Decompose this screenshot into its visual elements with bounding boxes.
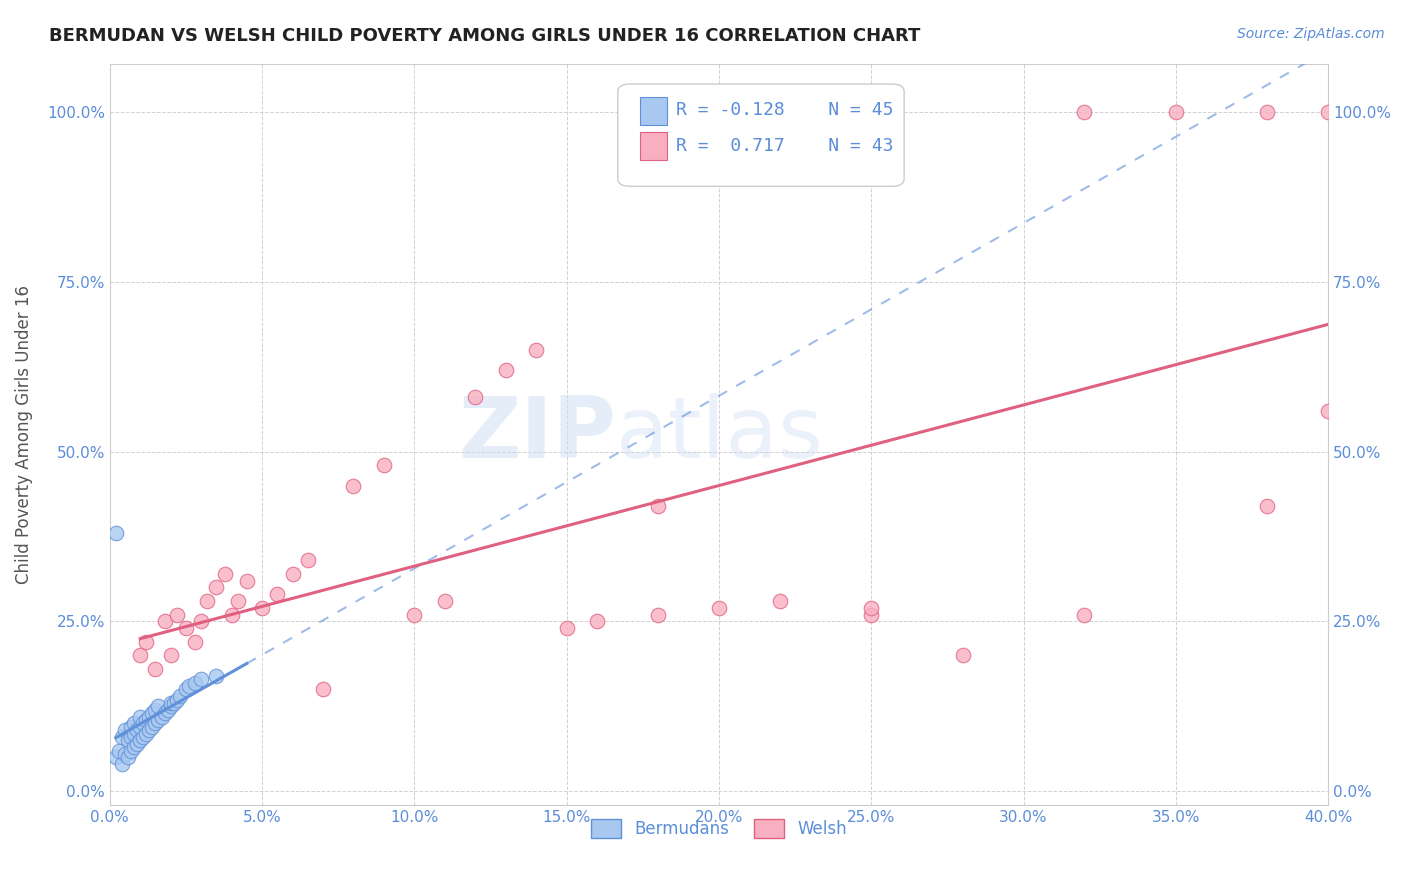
Point <box>114 723 136 738</box>
Point <box>169 690 191 704</box>
Point <box>266 587 288 601</box>
Point <box>135 713 157 727</box>
Point <box>205 581 228 595</box>
Point <box>1317 403 1340 417</box>
Point <box>205 669 228 683</box>
Point <box>141 720 163 734</box>
Point <box>1073 104 1095 119</box>
FancyBboxPatch shape <box>617 84 904 186</box>
Point <box>952 648 974 663</box>
Point <box>195 594 218 608</box>
Point <box>122 716 145 731</box>
Point <box>769 594 792 608</box>
Point <box>250 600 273 615</box>
Point <box>1073 607 1095 622</box>
Point <box>145 703 167 717</box>
Point <box>1256 499 1278 513</box>
Point <box>214 566 236 581</box>
Point <box>860 607 883 622</box>
Point <box>647 607 669 622</box>
Point <box>132 730 155 744</box>
Point <box>120 720 142 734</box>
Point <box>312 682 335 697</box>
Point <box>108 744 131 758</box>
Point <box>138 723 160 738</box>
Point <box>433 594 456 608</box>
Point <box>104 526 127 541</box>
Point <box>145 662 167 676</box>
Point <box>166 692 188 706</box>
Point <box>184 675 207 690</box>
Point <box>135 726 157 740</box>
Bar <box>640 132 666 161</box>
Point <box>1317 104 1340 119</box>
Point <box>127 723 149 738</box>
Point <box>221 607 243 622</box>
Point <box>138 709 160 723</box>
Point <box>117 733 139 747</box>
Point <box>148 699 170 714</box>
Point <box>1256 104 1278 119</box>
Point <box>122 726 145 740</box>
Point <box>129 648 152 663</box>
Point <box>153 615 176 629</box>
Point <box>127 737 149 751</box>
Point <box>524 343 547 357</box>
Point <box>129 709 152 723</box>
Point <box>174 682 197 697</box>
Point <box>297 553 319 567</box>
Point <box>159 699 181 714</box>
Point <box>860 600 883 615</box>
Point <box>104 750 127 764</box>
Point <box>586 615 609 629</box>
Point <box>495 363 517 377</box>
Text: R = -0.128    N = 45: R = -0.128 N = 45 <box>676 101 894 119</box>
Point <box>129 720 152 734</box>
Legend: Bermudans, Welsh: Bermudans, Welsh <box>585 813 853 845</box>
Y-axis label: Child Poverty Among Girls Under 16: Child Poverty Among Girls Under 16 <box>15 285 32 584</box>
Point <box>150 709 173 723</box>
Point <box>184 635 207 649</box>
Point <box>114 747 136 761</box>
Point <box>159 696 181 710</box>
Point <box>281 566 304 581</box>
Point <box>122 740 145 755</box>
Point <box>342 478 364 492</box>
Point <box>120 730 142 744</box>
Bar <box>640 96 666 125</box>
Point <box>174 621 197 635</box>
Point <box>111 757 134 772</box>
Text: R =  0.717    N = 43: R = 0.717 N = 43 <box>676 136 894 154</box>
Text: atlas: atlas <box>616 393 824 476</box>
Text: BERMUDAN VS WELSH CHILD POVERTY AMONG GIRLS UNDER 16 CORRELATION CHART: BERMUDAN VS WELSH CHILD POVERTY AMONG GI… <box>49 27 921 45</box>
Point <box>464 390 486 404</box>
Text: Source: ZipAtlas.com: Source: ZipAtlas.com <box>1237 27 1385 41</box>
Point <box>1164 104 1187 119</box>
Point <box>163 696 186 710</box>
Point <box>190 615 212 629</box>
Point <box>145 716 167 731</box>
Point <box>129 733 152 747</box>
Point <box>153 706 176 721</box>
Point <box>226 594 249 608</box>
Point <box>373 458 395 472</box>
Point <box>148 713 170 727</box>
Point <box>236 574 259 588</box>
Point <box>135 635 157 649</box>
Point <box>120 744 142 758</box>
Point <box>647 499 669 513</box>
Point <box>177 679 200 693</box>
Point <box>117 750 139 764</box>
Point <box>166 607 188 622</box>
Point <box>707 600 730 615</box>
Point <box>555 621 578 635</box>
Point <box>141 706 163 721</box>
Point <box>132 716 155 731</box>
Text: ZIP: ZIP <box>457 393 616 476</box>
Point <box>159 648 181 663</box>
Point <box>404 607 426 622</box>
Point <box>190 672 212 686</box>
Point <box>111 730 134 744</box>
Point <box>156 703 179 717</box>
